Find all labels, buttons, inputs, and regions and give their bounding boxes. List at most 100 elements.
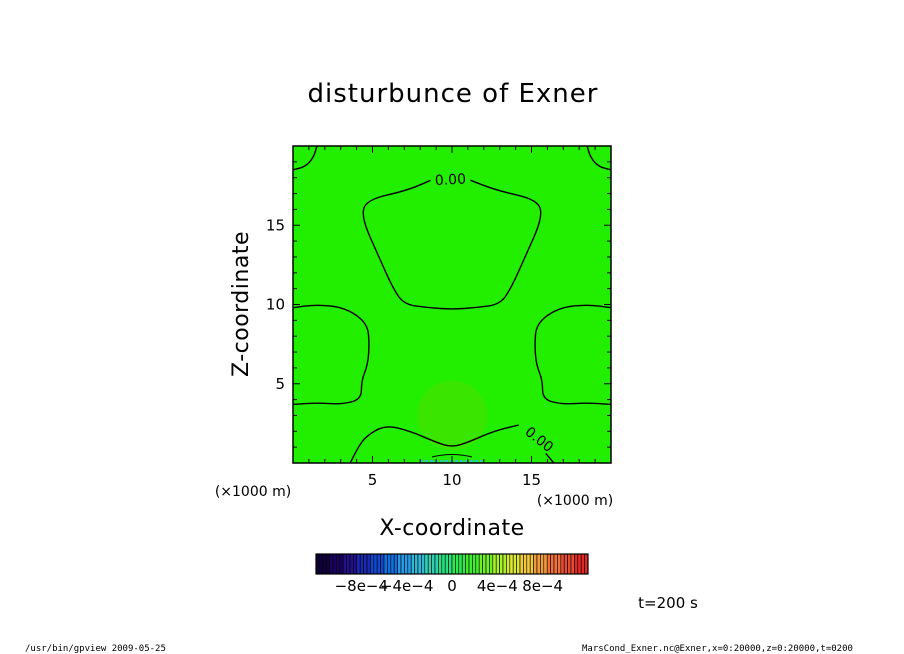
colorbar-cell [325,553,330,575]
colorbar-cell [516,553,521,575]
colorbar-cell [431,553,436,575]
colorbar-cell [546,553,551,575]
y-axis-ticks: 5 10 15 [266,145,611,464]
colorbar-cell [342,553,347,575]
colorbar-cell [557,553,562,575]
colorbar-cell [390,553,395,575]
chart-title: disturbunce of Exner [308,79,599,109]
colorbar-cell [580,553,585,575]
surface-marks [420,454,482,462]
colorbar-cell [540,553,545,575]
colorbar-cell [404,553,409,575]
y-tick-label: 10 [266,296,285,314]
time-label: t=200 s [638,594,698,612]
x-tick-label: 15 [522,471,541,489]
contour-line-6 [586,145,612,171]
colorbar-cell [376,553,381,575]
colorbar-cell [567,553,572,575]
colorbar-cell [387,553,392,575]
colorbar-cell [506,553,511,575]
positive-anomaly-blob [417,380,487,451]
colorbar-cell [336,553,341,575]
colorbar-cell [550,553,555,575]
colorbar-cell [370,553,375,575]
colorbar-cell [512,553,517,575]
colorbar-tick-label: 8e−4 [522,577,563,595]
footer-right: MarsCond_Exner.nc@Exner,x=0:20000,z=0:20… [582,644,853,654]
colorbar-cell [339,553,344,575]
colorbar-cell [353,553,358,575]
colorbar-cell [461,553,466,575]
colorbar-cell [366,553,371,575]
colorbar-cell [577,553,582,575]
colorbar-cell [468,553,473,575]
contour-label-bg-0 [429,168,471,187]
colorbar-cell [383,553,388,575]
colorbar-tick-label: 0 [447,577,457,595]
x-tick-label: 5 [368,471,378,489]
contour-line-5 [292,145,318,171]
colorbar-cell [485,553,490,575]
x-tick-label: 10 [442,471,461,489]
colorbar-cell [434,553,439,575]
y-axis-label: Z-coordinate [229,231,254,377]
x-axis-ticks: 5 10 15 [292,146,612,489]
colorbar-cell [421,553,426,575]
colorbar-cell [526,553,531,575]
colorbar-cell [574,553,579,575]
colorbar-cell [543,553,548,575]
colorbar-cell [455,553,460,575]
colorbar-cell [570,553,575,575]
contour-line-4 [545,453,555,464]
contour-lines [292,145,612,464]
colorbar-cell [502,553,507,575]
y-tick-label: 5 [275,375,285,393]
contour-line-3 [349,424,519,464]
colorbar-cell [410,553,415,575]
colorbar-cell [519,553,524,575]
colorbar-cell [400,553,405,575]
colorbar-cell [417,553,422,575]
colorbar-cell [451,553,456,575]
colorbar-frame [315,553,589,575]
colorbar-cell [482,553,487,575]
y-tick-label: 15 [266,216,285,234]
colorbar-cell [478,553,483,575]
colorbar-cell [444,553,449,575]
x-axis-label: X-coordinate [379,516,524,541]
colorbar-cell [424,553,429,575]
colorbar-cell [492,553,497,575]
colorbar-tick-label: −4e−4 [380,577,433,595]
colorbar-cell [393,553,398,575]
x-unit-label-right: (×1000 m) [537,493,613,509]
colorbar-cell [346,553,351,575]
colorbar-cell [363,553,368,575]
colorbar-cell [536,553,541,575]
colorbar-cell [359,553,364,575]
contour-line-0 [362,178,542,310]
colorbar-cell [475,553,480,575]
colorbar-cell [529,553,534,575]
colorbar-cell [397,553,402,575]
colorbar-tick-label: −8e−4 [335,577,388,595]
colorbar [315,553,589,575]
colorbar-cell [472,553,477,575]
colorbar-cell [407,553,412,575]
colorbar-cell [373,553,378,575]
colorbar-cell [332,553,337,575]
colorbar-cell [319,553,324,575]
colorbar-cell [523,553,528,575]
colorbar-cell [495,553,500,575]
colorbar-tick-label: 4e−4 [477,577,518,595]
colorbar-cell [465,553,470,575]
colorbar-cell [349,553,354,575]
colorbar-cell [329,553,334,575]
colorbar-cell [458,553,463,575]
colorbar-cell [438,553,443,575]
colorbar-cell [441,553,446,575]
colorbar-cell [489,553,494,575]
colorbar-tick-labels: −8e−4−4e−4 0 4e−4 8e−4 [335,577,564,595]
footer-left: /usr/bin/gpview 2009-05-25 [25,644,166,654]
contour-line-2 [534,304,612,406]
